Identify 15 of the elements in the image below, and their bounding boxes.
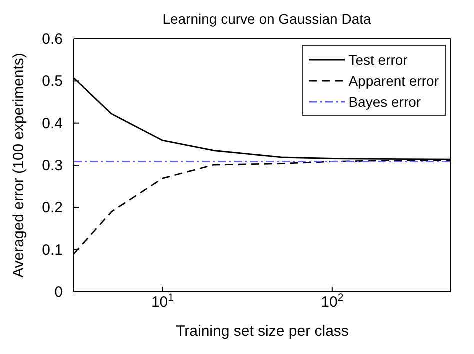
y-tick-label: 0.4 <box>42 115 63 132</box>
y-tick-label: 0.6 <box>42 31 63 48</box>
chart-title: Learning curve on Gaussian Data <box>162 11 372 27</box>
y-tick-label: 0.5 <box>42 73 63 90</box>
y-tick-label: 0 <box>54 284 63 301</box>
x-axis-title: Training set size per class <box>176 323 349 340</box>
legend-label: Test error <box>348 52 408 68</box>
y-tick-label: 0.3 <box>42 158 63 174</box>
y-axis-title: Averaged error (100 experiments) <box>10 53 28 278</box>
x-tick-label: 10$^{1}$ <box>151 292 174 311</box>
x-tick-label: 10$^{2}$ <box>321 292 344 311</box>
y-tick-label: 0.1 <box>42 242 63 259</box>
y-tick-label: 0.2 <box>42 200 63 217</box>
legend-label: Apparent error <box>348 72 439 88</box>
legend-label: Bayes error <box>348 94 422 110</box>
